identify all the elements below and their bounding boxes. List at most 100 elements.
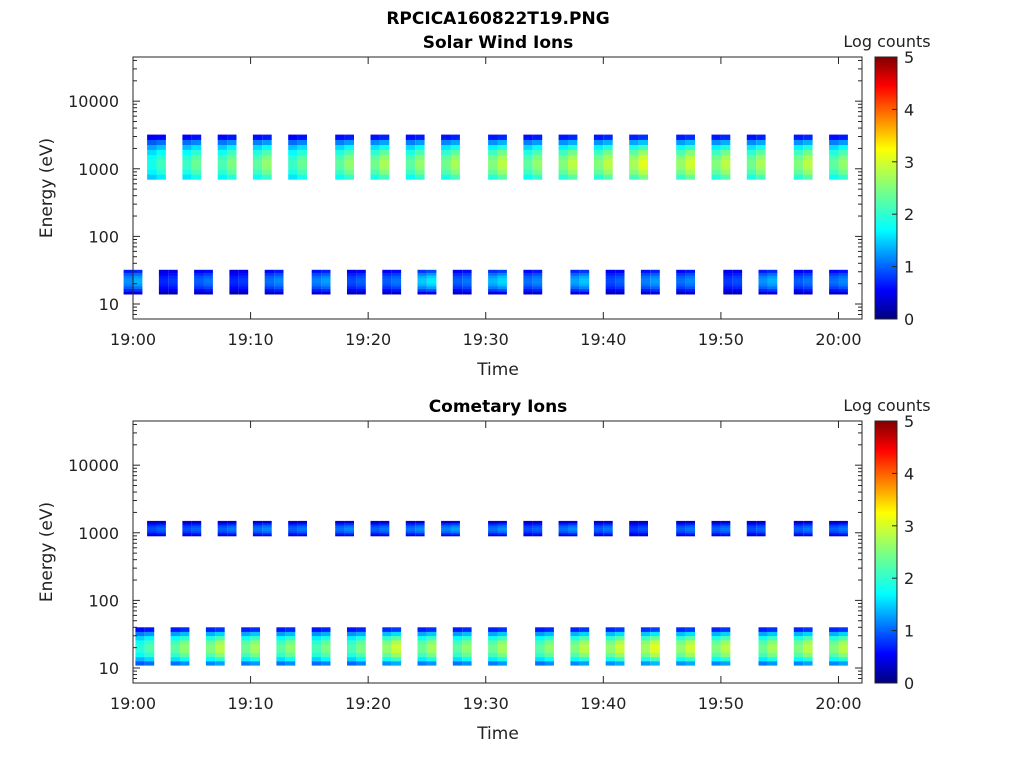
heatmap-cell — [793, 656, 804, 662]
heatmap-cell — [603, 534, 613, 537]
heatmap-cell — [650, 269, 660, 273]
heatmap-cell — [829, 286, 839, 290]
heatmap-cell — [720, 525, 731, 528]
heatmap-cell — [615, 631, 625, 637]
heatmap-cell — [803, 635, 813, 641]
heatmap-cell — [311, 291, 322, 295]
heatmap-cell — [685, 291, 695, 295]
heatmap-cell — [685, 639, 695, 645]
heatmap-cell — [488, 291, 498, 295]
x-tick-label: 19:00 — [110, 330, 156, 349]
heatmap-cell — [570, 277, 580, 281]
heatmap-cell — [391, 652, 402, 658]
heatmap-cell — [156, 144, 166, 150]
heatmap-cell — [803, 174, 813, 180]
heatmap-cell — [711, 134, 721, 140]
heatmap-cell — [488, 648, 498, 653]
heatmap-cell — [676, 529, 686, 532]
heatmap-cell — [488, 522, 498, 525]
colorbar-tick-label: 2 — [904, 569, 914, 588]
heatmap-cell — [676, 154, 686, 160]
heatmap-cell — [793, 144, 804, 150]
heatmap-cell — [227, 534, 237, 537]
heatmap-cell — [170, 627, 180, 632]
heatmap-cell — [570, 275, 580, 279]
heatmap-cell — [156, 174, 166, 180]
heatmap-cell — [535, 644, 545, 649]
heatmap-cell — [462, 272, 472, 276]
heatmap-cell — [758, 277, 768, 281]
heatmap-cell — [558, 169, 568, 175]
heatmap-cell — [593, 159, 604, 165]
heatmap-cell — [147, 169, 157, 175]
heatmap-cell — [264, 272, 275, 276]
heatmap-cell — [803, 631, 813, 637]
heatmap-cell — [297, 169, 307, 175]
heatmap-cell — [793, 661, 804, 666]
heatmap-cell — [382, 656, 392, 662]
heatmap-cell — [252, 174, 263, 180]
heatmap-cell — [535, 627, 545, 632]
heatmap-cell — [262, 527, 272, 530]
heatmap-cell — [250, 644, 260, 649]
panel-title: Cometary Ions — [429, 397, 568, 417]
heatmap-cell — [803, 144, 813, 150]
heatmap-cell — [568, 139, 578, 145]
heatmap-cell — [191, 149, 202, 155]
heatmap-cell — [488, 520, 498, 523]
heatmap-cell — [793, 174, 804, 180]
heatmap-cell — [462, 627, 472, 632]
heatmap-cell — [441, 522, 451, 525]
x-tick-label: 19:00 — [110, 694, 156, 713]
heatmap-cell — [335, 532, 345, 535]
heatmap-cell — [676, 661, 686, 666]
heatmap-cell — [217, 144, 228, 150]
heatmap-cell — [262, 525, 272, 528]
heatmap-cell — [405, 530, 416, 533]
heatmap-cell — [676, 164, 686, 170]
heatmap-cell — [711, 530, 721, 533]
heatmap-cell — [450, 164, 460, 170]
heatmap-cell — [356, 288, 366, 292]
heatmap-cell — [191, 525, 202, 528]
x-tick-label: 19:10 — [228, 330, 274, 349]
heatmap-cell — [711, 169, 721, 175]
heatmap-cell — [579, 291, 590, 295]
heatmap-cell — [405, 164, 416, 170]
heatmap-cell — [720, 522, 731, 525]
heatmap-cell — [250, 627, 260, 632]
heatmap-cell — [156, 159, 166, 165]
heatmap-cell — [803, 656, 813, 662]
heatmap-cell — [497, 169, 507, 175]
heatmap-cell — [405, 174, 416, 180]
colorbar-tick-label: 1 — [904, 622, 914, 641]
heatmap-cell — [711, 520, 721, 523]
heatmap-cell — [570, 272, 580, 276]
heatmap-cell — [391, 291, 402, 295]
heatmap-cell — [391, 277, 402, 281]
heatmap-cell — [838, 524, 848, 527]
heatmap-cell — [523, 154, 533, 160]
heatmap-cell — [767, 656, 778, 662]
heatmap-cell — [191, 164, 202, 170]
x-axis: 19:00 19:10 19:20 19:30 19:40 19:50 20:00 — [110, 421, 862, 713]
heatmap-cell — [297, 525, 307, 528]
heatmap-cell — [829, 269, 839, 273]
heatmap-cell — [144, 656, 155, 662]
heatmap-cell — [711, 139, 721, 145]
heatmap-cell — [767, 275, 778, 279]
heatmap-cell — [838, 277, 848, 281]
heatmap-cell — [732, 272, 743, 276]
heatmap-cell — [441, 527, 451, 530]
heatmap-cell — [746, 169, 757, 175]
heatmap-cell — [638, 174, 648, 180]
heatmap-cell — [347, 288, 357, 292]
heatmap-cell — [217, 134, 228, 140]
heatmap-cell — [756, 530, 766, 533]
heatmap-cell — [144, 627, 155, 632]
heatmap-cell — [523, 139, 533, 145]
heatmap-cell — [147, 159, 157, 165]
heatmap-cell — [250, 648, 260, 653]
heatmap-cell — [356, 269, 366, 273]
